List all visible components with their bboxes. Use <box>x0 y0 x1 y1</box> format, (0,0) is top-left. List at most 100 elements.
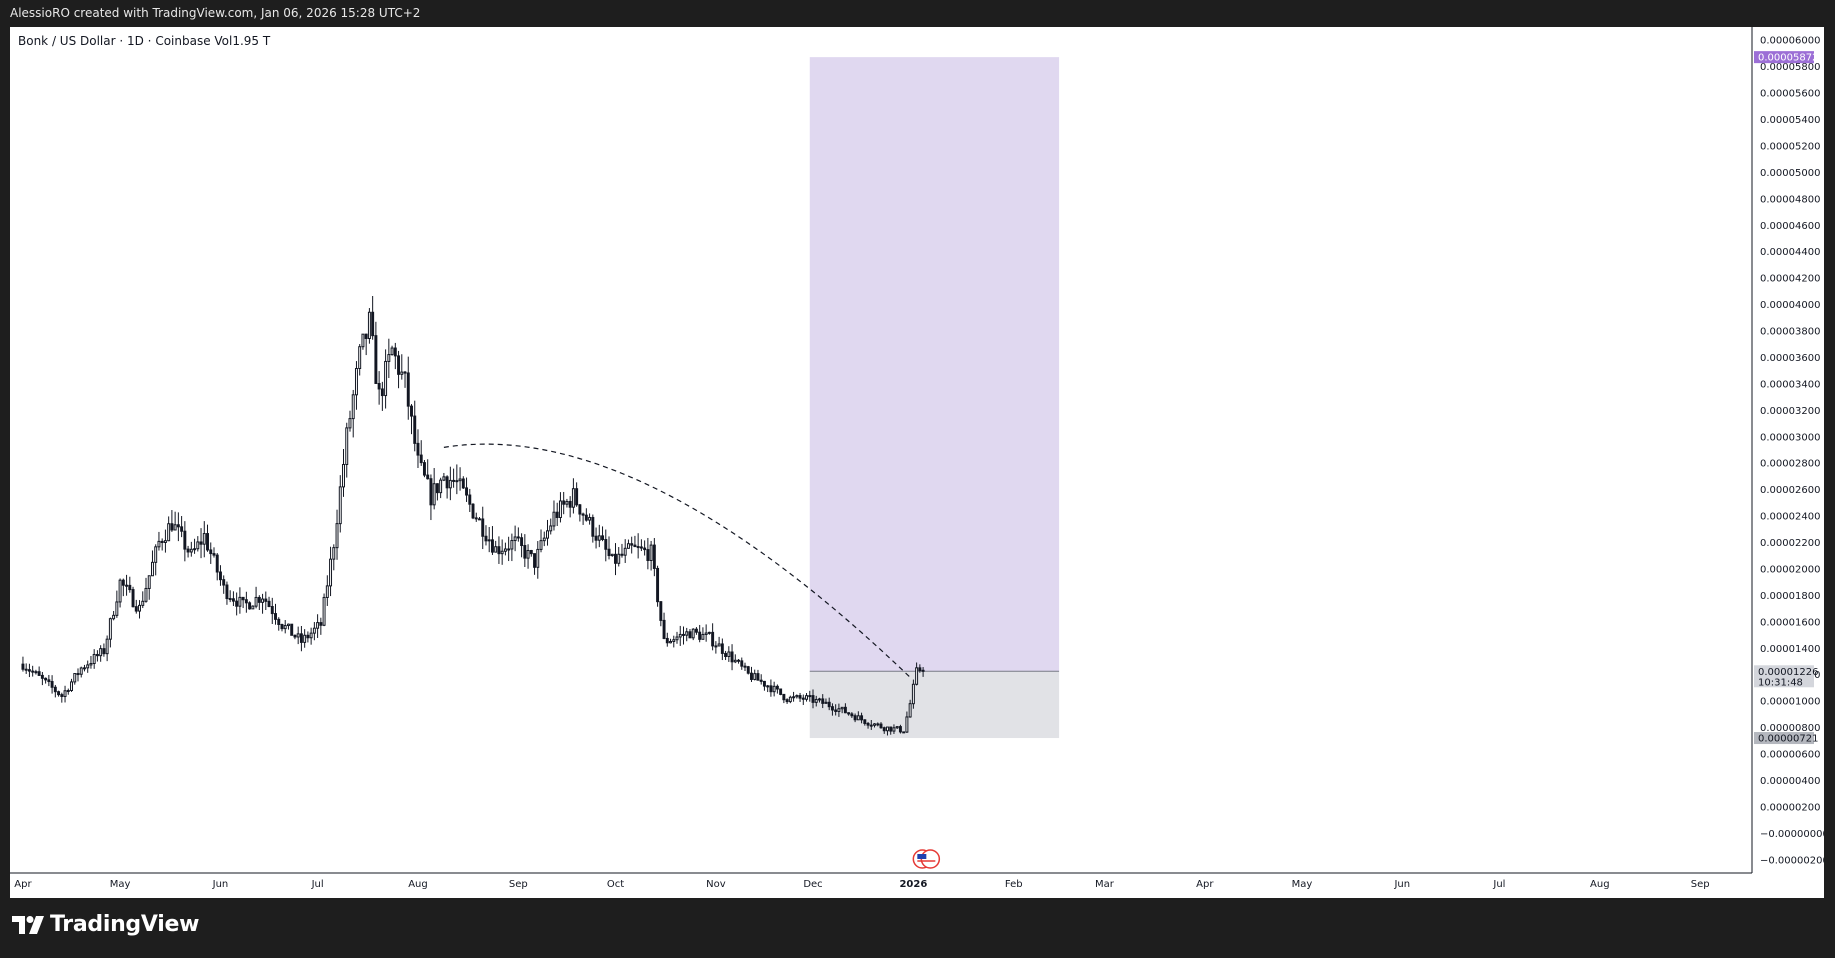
economic-event-icon[interactable] <box>912 849 941 869</box>
stop-price-label[interactable]: 0.00000721 <box>1754 732 1818 745</box>
candle[interactable] <box>737 658 741 664</box>
candle[interactable] <box>47 674 51 687</box>
candle[interactable] <box>108 617 112 648</box>
candle[interactable] <box>727 646 731 662</box>
candle[interactable] <box>685 627 689 642</box>
candle[interactable] <box>840 706 844 714</box>
candle[interactable] <box>24 663 28 674</box>
candle[interactable] <box>50 675 54 694</box>
candle[interactable] <box>131 586 135 608</box>
candle[interactable] <box>782 693 786 704</box>
candle[interactable] <box>717 636 721 647</box>
candle[interactable] <box>785 698 789 704</box>
candle[interactable] <box>552 500 556 531</box>
candle[interactable] <box>614 543 617 576</box>
candle[interactable] <box>99 645 103 662</box>
candle[interactable] <box>209 542 213 564</box>
candle[interactable] <box>27 663 31 678</box>
candle[interactable] <box>170 510 174 532</box>
candle[interactable] <box>536 541 540 579</box>
candle[interactable] <box>601 526 605 542</box>
candle[interactable] <box>873 723 876 728</box>
candle[interactable] <box>439 477 443 499</box>
candle[interactable] <box>691 628 695 641</box>
candle[interactable] <box>902 731 906 734</box>
candle[interactable] <box>733 654 737 664</box>
candle[interactable] <box>805 693 808 702</box>
candle[interactable] <box>277 617 281 631</box>
candle[interactable] <box>354 361 358 410</box>
candle[interactable] <box>403 370 407 388</box>
candle[interactable] <box>274 603 277 625</box>
candle[interactable] <box>180 516 184 538</box>
candle[interactable] <box>678 625 682 646</box>
candle[interactable] <box>261 593 265 614</box>
candle[interactable] <box>500 539 504 565</box>
candle[interactable] <box>850 712 854 718</box>
candle[interactable] <box>186 545 190 558</box>
candle[interactable] <box>432 468 436 510</box>
candle[interactable] <box>898 724 902 734</box>
candle[interactable] <box>918 664 922 673</box>
candle[interactable] <box>591 514 595 543</box>
candle[interactable] <box>694 627 698 635</box>
candle[interactable] <box>413 400 417 452</box>
candle[interactable] <box>144 577 148 603</box>
candle[interactable] <box>335 509 339 560</box>
candle[interactable] <box>895 726 899 729</box>
candle[interactable] <box>312 622 316 641</box>
candle[interactable] <box>244 591 248 613</box>
candle[interactable] <box>915 662 919 686</box>
candle[interactable] <box>34 669 38 675</box>
candle[interactable] <box>410 404 413 435</box>
candle[interactable] <box>387 338 391 379</box>
candle[interactable] <box>516 527 520 542</box>
candle[interactable] <box>921 667 925 677</box>
candle[interactable] <box>53 684 57 698</box>
candle[interactable] <box>779 688 783 696</box>
candle[interactable] <box>79 666 83 678</box>
candle[interactable] <box>426 459 430 480</box>
candle[interactable] <box>89 655 93 669</box>
candle[interactable] <box>882 726 886 734</box>
candle[interactable] <box>397 350 401 389</box>
candle[interactable] <box>251 605 255 610</box>
candle[interactable] <box>853 713 857 723</box>
candle[interactable] <box>189 541 193 557</box>
candle[interactable] <box>319 617 323 635</box>
candle[interactable] <box>542 531 546 547</box>
candle[interactable] <box>105 635 109 662</box>
candle[interactable] <box>643 540 647 556</box>
candle[interactable] <box>316 614 320 638</box>
candle[interactable] <box>665 632 669 647</box>
candle[interactable] <box>364 333 368 356</box>
candle[interactable] <box>458 467 462 491</box>
candle[interactable] <box>753 669 757 681</box>
candle[interactable] <box>150 550 154 577</box>
candle[interactable] <box>824 698 828 704</box>
candle[interactable] <box>720 638 724 661</box>
candle[interactable] <box>769 679 773 697</box>
candle[interactable] <box>510 533 514 562</box>
candle[interactable] <box>400 354 404 380</box>
candle[interactable] <box>714 641 718 654</box>
candle[interactable] <box>154 544 158 576</box>
candle[interactable] <box>371 295 375 340</box>
candle[interactable] <box>257 595 261 611</box>
candle[interactable] <box>267 596 271 608</box>
candle[interactable] <box>121 578 125 597</box>
candle[interactable] <box>856 711 860 721</box>
candle[interactable] <box>711 623 715 651</box>
candle[interactable] <box>442 472 446 482</box>
candle[interactable] <box>837 703 841 717</box>
candle[interactable] <box>37 666 41 676</box>
candle[interactable] <box>788 695 792 704</box>
candle[interactable] <box>507 536 511 562</box>
candle[interactable] <box>588 513 592 525</box>
candle[interactable] <box>290 623 294 636</box>
candle[interactable] <box>814 695 818 707</box>
candle[interactable] <box>863 719 867 726</box>
candle[interactable] <box>911 679 915 709</box>
candle[interactable] <box>351 389 355 438</box>
candle[interactable] <box>429 474 433 521</box>
